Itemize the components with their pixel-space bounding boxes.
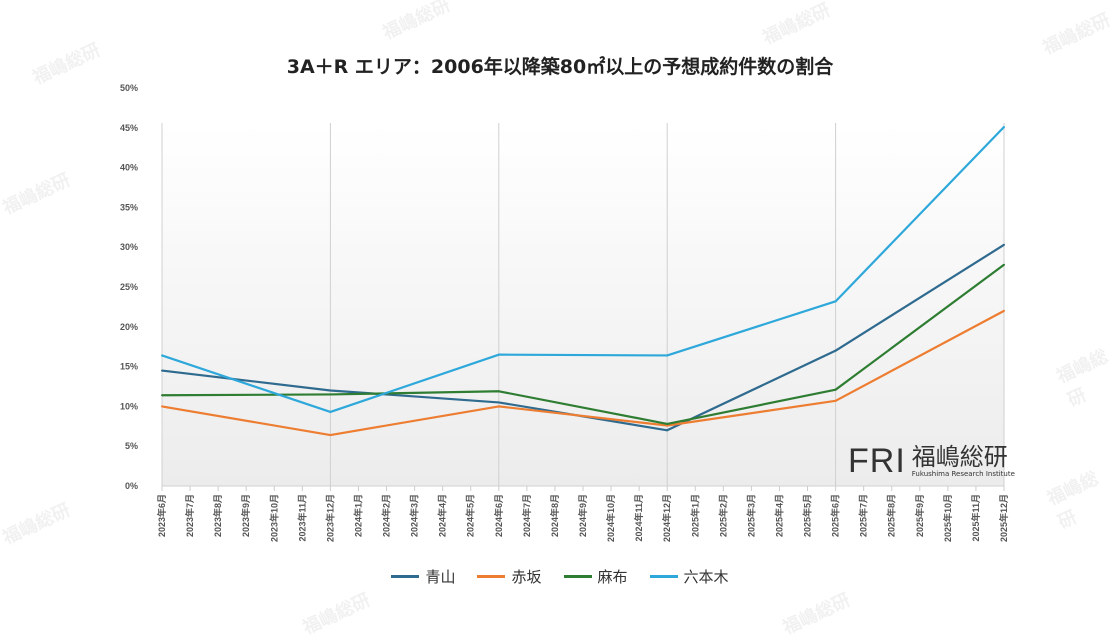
- x-tick-label: 2025年11月: [970, 494, 981, 542]
- legend-label: 麻布: [597, 568, 628, 586]
- logo-mark: FRI: [848, 442, 906, 480]
- x-tick-label: 2025年6月: [830, 494, 841, 537]
- x-tick-label: 2023年9月: [240, 494, 251, 537]
- data-point: [497, 353, 500, 356]
- y-tick-label: 40%: [120, 163, 138, 173]
- legend: 青山 赤坂 麻布 六本木: [0, 566, 1120, 587]
- legend-item: 六本木: [649, 566, 729, 587]
- x-tick-label: 2023年6月: [156, 494, 167, 537]
- x-tick-label: 2023年7月: [184, 494, 195, 537]
- x-tick-label: 2024年6月: [493, 494, 504, 537]
- y-tick-label: 25%: [120, 282, 138, 292]
- logo-name-jp: 福嶋総研: [911, 443, 1008, 471]
- data-point: [666, 422, 669, 425]
- y-tick-label: 30%: [120, 242, 138, 252]
- x-tick-label: 2025年10月: [942, 494, 953, 542]
- legend-swatch: [477, 575, 506, 578]
- x-tick-label: 2025年9月: [914, 494, 925, 537]
- data-point: [161, 394, 163, 397]
- data-point: [834, 300, 837, 303]
- legend-item: 麻布: [563, 566, 628, 587]
- y-tick-label: 10%: [120, 401, 138, 411]
- data-point: [329, 434, 332, 437]
- legend-item: 赤坂: [477, 566, 542, 587]
- x-tick-label: 2024年11月: [633, 494, 644, 542]
- fri-logo: FRI 福嶋総研 Fukushima Research Institute: [848, 444, 1015, 478]
- legend-swatch: [563, 575, 592, 578]
- x-tick-label: 2023年10月: [268, 494, 279, 542]
- data-point: [497, 401, 500, 404]
- x-tick-label: 2025年7月: [858, 494, 869, 537]
- y-tick-label: 5%: [125, 441, 138, 451]
- plot-background: [162, 123, 1004, 486]
- x-tick-label: 2025年2月: [717, 494, 728, 537]
- data-point: [1003, 243, 1005, 246]
- legend-label: 青山: [425, 568, 456, 586]
- x-tick-label: 2025年1月: [689, 494, 700, 537]
- y-tick-label: 45%: [120, 123, 138, 133]
- x-tick-label: 2023年8月: [212, 494, 223, 537]
- x-tick-label: 2024年10月: [605, 494, 616, 542]
- x-tick-label: 2025年5月: [802, 494, 813, 537]
- data-point: [1003, 126, 1005, 129]
- x-tick-label: 2024年3月: [409, 494, 420, 537]
- x-tick-label: 2024年5月: [465, 494, 476, 537]
- data-point: [1003, 263, 1005, 266]
- x-tick-label: 2024年9月: [577, 494, 588, 537]
- data-point: [834, 399, 837, 402]
- data-point: [497, 405, 500, 408]
- x-tick-label: 2025年3月: [745, 494, 756, 537]
- x-tick-label: 2024年1月: [352, 494, 363, 537]
- y-tick-label: 15%: [120, 362, 138, 372]
- x-tick-label: 2024年8月: [549, 494, 560, 537]
- data-point: [834, 349, 837, 352]
- data-point: [666, 424, 669, 427]
- x-tick-label: 2025年8月: [886, 494, 897, 537]
- data-point: [497, 390, 500, 393]
- logo-name-en: Fukushima Research Institute: [911, 470, 1015, 478]
- legend-label: 六本木: [683, 568, 729, 586]
- data-point: [329, 389, 332, 392]
- series-line-六本木: [161, 126, 1005, 414]
- y-tick-label: 0%: [125, 481, 138, 491]
- x-tick-label: 2023年12月: [324, 494, 335, 542]
- y-tick-label: 20%: [120, 322, 138, 332]
- legend-item: 青山: [391, 566, 455, 587]
- x-tick-label: 2024年2月: [381, 494, 392, 537]
- data-point: [161, 369, 163, 372]
- series-line-麻布: [161, 263, 1005, 426]
- data-point: [666, 354, 669, 357]
- x-tick-label: 2024年4月: [437, 494, 448, 537]
- series-line-赤坂: [161, 309, 1005, 437]
- legend-swatch: [391, 575, 420, 578]
- y-tick-label: 50%: [120, 83, 138, 93]
- x-tick-label: 2025年12月: [998, 494, 1009, 542]
- data-point: [329, 410, 332, 413]
- data-point: [1003, 309, 1005, 312]
- legend-swatch: [649, 575, 678, 578]
- x-tick-label: 2024年7月: [521, 494, 532, 537]
- data-point: [834, 388, 837, 391]
- x-tick-label: 2024年12月: [661, 494, 672, 542]
- x-tick-label: 2023年11月: [296, 494, 307, 542]
- legend-label: 赤坂: [511, 568, 542, 586]
- data-point: [329, 393, 332, 396]
- y-tick-label: 35%: [120, 202, 138, 212]
- data-point: [161, 405, 163, 408]
- data-point: [161, 354, 163, 357]
- data-point: [666, 429, 669, 432]
- chart-title: 3A＋R エリア：2006年以降築80㎡以上の予想成約件数の割合: [286, 56, 834, 78]
- x-tick-label: 2025年4月: [773, 494, 784, 537]
